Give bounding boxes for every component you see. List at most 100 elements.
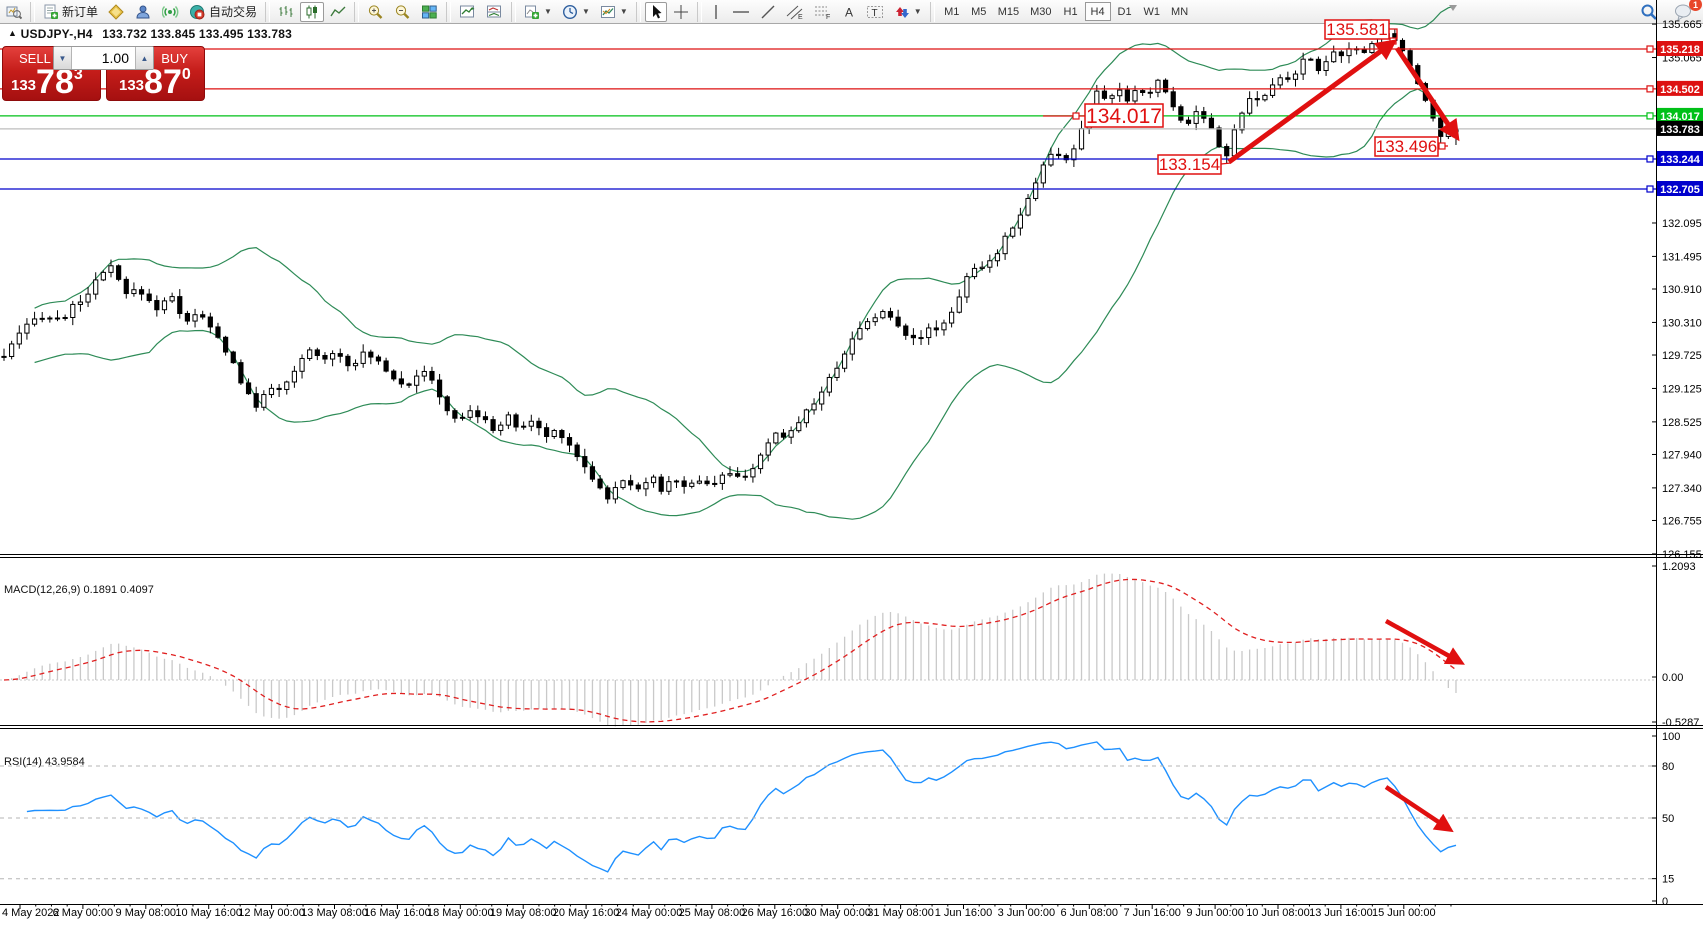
bull-candle xyxy=(77,301,84,305)
bear-candle xyxy=(490,419,496,431)
search-icon[interactable] xyxy=(1636,2,1662,22)
bear-candle xyxy=(223,336,229,353)
toolbar-separator xyxy=(929,1,935,22)
tile-windows-icon[interactable] xyxy=(417,2,442,22)
rsi-tick-label: 80 xyxy=(1662,761,1674,773)
sell-button[interactable]: SELL 133 78 3 xyxy=(2,46,101,101)
price-annotation-box[interactable] xyxy=(1324,19,1390,40)
timeframe-M1[interactable]: M1 xyxy=(944,5,960,18)
timeframe-W1[interactable]: W1 xyxy=(1143,5,1161,18)
zoom-in-icon[interactable] xyxy=(363,2,388,22)
trendline-icon[interactable] xyxy=(756,2,780,22)
bull-candle xyxy=(467,410,473,418)
volume-decrease-button[interactable]: ▼ xyxy=(54,47,72,69)
auto-trading-button[interactable]: 自动交易 xyxy=(185,2,261,22)
indicators-icon[interactable] xyxy=(455,2,480,22)
bull-candle xyxy=(673,480,680,483)
bull-candle xyxy=(505,414,511,426)
bull-candle xyxy=(1239,112,1245,131)
timeframe-MN[interactable]: MN xyxy=(1171,5,1189,18)
price-annotation-box[interactable] xyxy=(1157,154,1222,175)
buy-button[interactable]: BUY 133 87 0 xyxy=(106,46,205,101)
notification-badge[interactable]: 1 xyxy=(1689,0,1702,11)
market-watch-icon[interactable] xyxy=(2,2,26,22)
time-axis-label: 4 May 2022 xyxy=(2,907,59,919)
collapse-arrow-icon[interactable]: ▲ xyxy=(8,28,18,38)
bear-candle xyxy=(895,316,901,327)
new-chart-button[interactable]: ▼ xyxy=(520,2,556,22)
toolbar: 新订单 自动交易 xyxy=(0,0,1703,24)
volume-input[interactable]: 1.00 xyxy=(101,50,129,66)
bear-candle xyxy=(597,478,603,489)
crosshair-icon[interactable] xyxy=(669,2,693,22)
trend-arrow[interactable] xyxy=(1384,785,1454,833)
line-end-marker[interactable] xyxy=(1646,185,1654,193)
timeframe-H4[interactable]: H4 xyxy=(1084,2,1111,21)
svg-text:F: F xyxy=(826,14,830,20)
new-order-button[interactable]: 新订单 xyxy=(39,2,102,22)
line-end-marker[interactable] xyxy=(1646,85,1654,93)
annotation-anchor-square[interactable] xyxy=(1438,142,1446,150)
horizontal-line-icon[interactable] xyxy=(728,2,754,22)
toolbar-separator xyxy=(635,1,641,22)
timeframe-M15[interactable]: M15 xyxy=(997,5,1020,18)
bear-candle xyxy=(1208,117,1215,129)
bear-candle xyxy=(177,296,183,314)
indicator-windows-icon[interactable] xyxy=(482,2,507,22)
bear-candle xyxy=(1285,77,1291,80)
annotation-anchor-square[interactable] xyxy=(1072,112,1080,120)
chart-canvas[interactable]: 135.665135.065132.095131.495130.910130.3… xyxy=(0,0,1703,919)
line-end-marker[interactable] xyxy=(1646,155,1654,163)
bull-candle xyxy=(1071,148,1077,161)
signals-icon[interactable] xyxy=(158,2,183,22)
trend-arrow[interactable] xyxy=(1394,46,1460,142)
time-axis-label: 13 May 08:00 xyxy=(301,907,368,919)
zoom-out-icon[interactable] xyxy=(390,2,415,22)
price-annotation-box[interactable] xyxy=(1084,103,1164,128)
bear-candle xyxy=(566,437,573,446)
price-tick-label: 129.125 xyxy=(1662,383,1702,395)
timeframe-D1[interactable]: D1 xyxy=(1117,5,1132,18)
text-icon[interactable]: A xyxy=(838,2,860,22)
bear-candle xyxy=(903,325,909,336)
price-annotation-box[interactable] xyxy=(1374,136,1439,157)
vertical-line-icon[interactable] xyxy=(706,2,726,22)
time-axis-label: 24 May 00:00 xyxy=(616,907,683,919)
bear-candle xyxy=(1140,90,1146,93)
chat-icon[interactable]: 1 xyxy=(1670,0,1702,22)
price-badge-label: 133.783 xyxy=(1660,124,1700,136)
bull-candle xyxy=(16,332,22,345)
fibonacci-icon[interactable]: F xyxy=(810,2,836,22)
bar-chart-icon[interactable] xyxy=(274,2,298,22)
clock-button[interactable]: ▼ xyxy=(558,2,594,22)
indicator-list-icon[interactable] xyxy=(104,2,129,22)
candlestick-chart-icon[interactable] xyxy=(300,1,325,22)
trend-arrow[interactable] xyxy=(1227,39,1398,165)
bull-candle xyxy=(31,318,38,325)
bear-candle xyxy=(1254,98,1260,101)
chart-shift-marker-icon[interactable] xyxy=(1449,5,1457,11)
line-chart-icon[interactable] xyxy=(326,2,350,22)
time-axis-label: 12 May 00:00 xyxy=(238,907,305,919)
time-axis-label: 26 May 16:00 xyxy=(741,907,808,919)
chevron-down-icon: ▼ xyxy=(544,7,552,16)
time-axis-label: 31 May 08:00 xyxy=(867,907,934,919)
chevron-down-icon: ▼ xyxy=(581,7,590,16)
timeframe-M30[interactable]: M30 xyxy=(1030,5,1052,18)
equidistant-channel-icon[interactable]: E xyxy=(782,2,808,22)
line-end-marker[interactable] xyxy=(1646,112,1654,120)
profiles-button[interactable]: ▼ xyxy=(596,2,632,22)
timeframe-H1[interactable]: H1 xyxy=(1063,5,1078,18)
trend-arrow[interactable] xyxy=(1384,619,1465,665)
price-badge xyxy=(1657,120,1703,136)
cursor-icon[interactable] xyxy=(644,1,667,22)
line-end-marker[interactable] xyxy=(1646,45,1654,53)
volume-increase-button[interactable]: ▲ xyxy=(135,47,153,69)
text-label-icon[interactable]: T xyxy=(862,2,888,22)
bull-candle xyxy=(926,327,932,339)
time-axis-label: 13 Jun 16:00 xyxy=(1309,907,1373,919)
arrows-icon[interactable]: ▼ xyxy=(890,2,926,22)
bear-candle xyxy=(116,265,122,280)
community-icon[interactable] xyxy=(131,2,156,22)
timeframe-M5[interactable]: M5 xyxy=(971,5,987,18)
